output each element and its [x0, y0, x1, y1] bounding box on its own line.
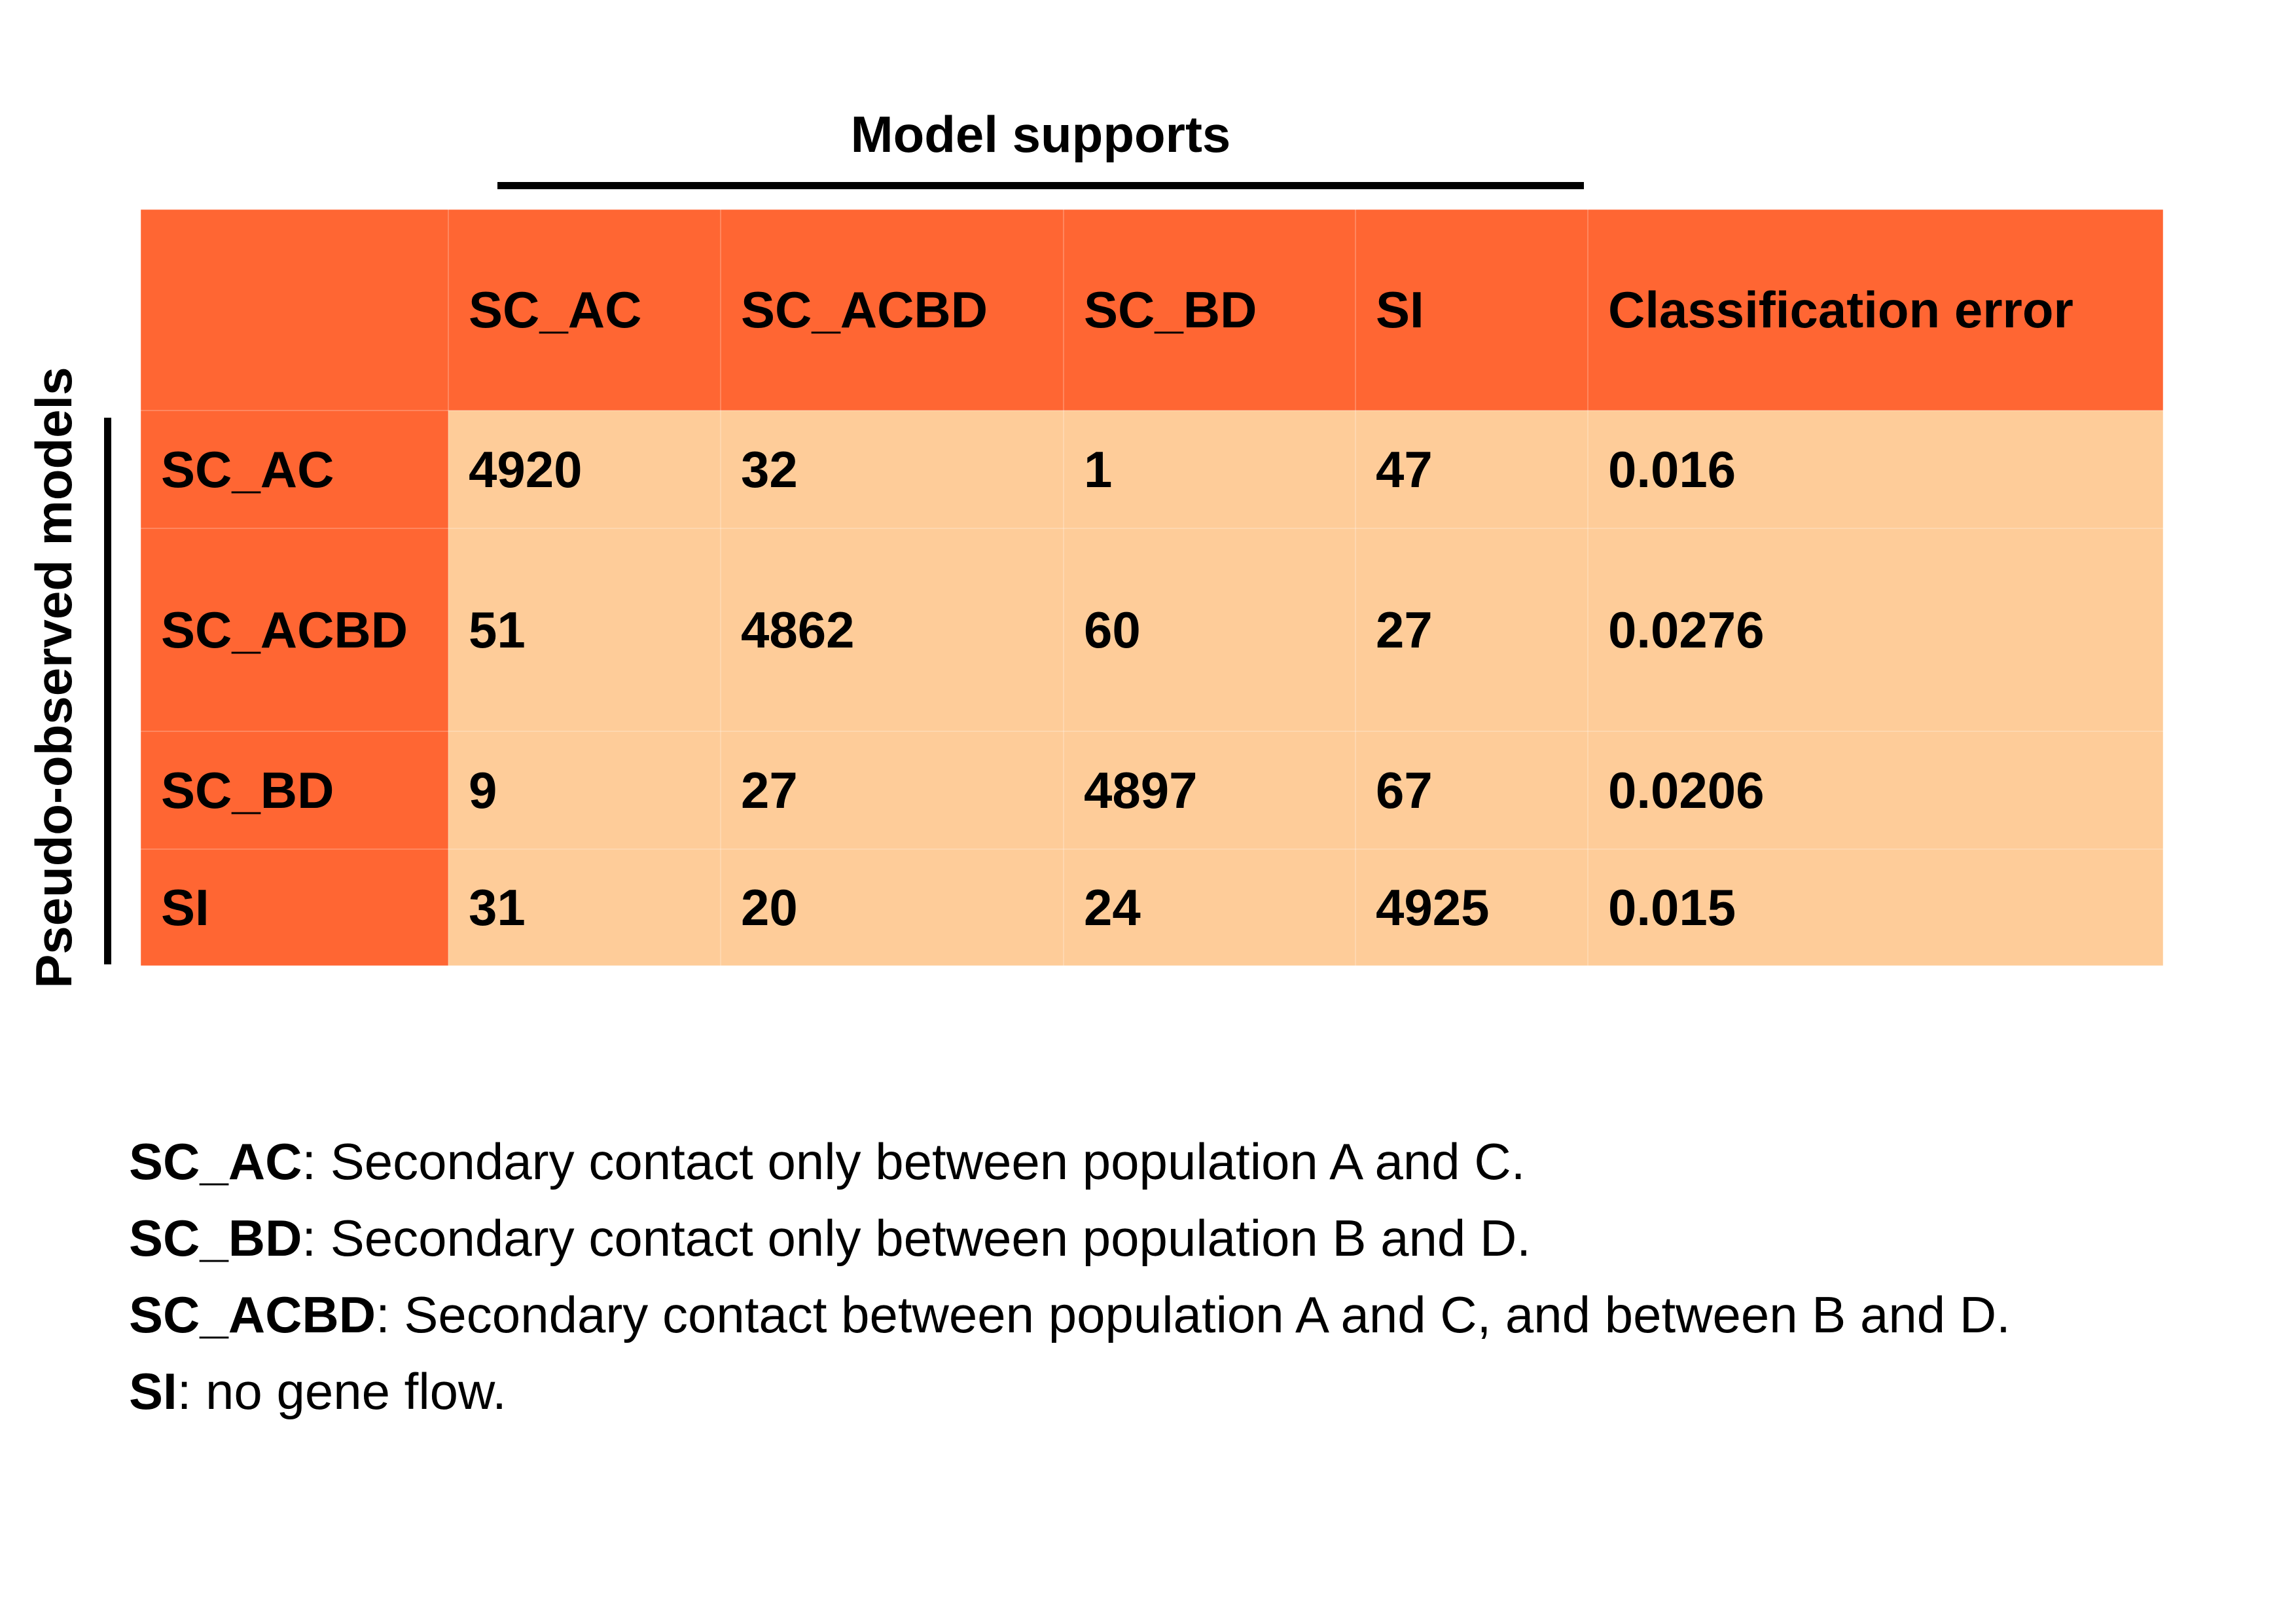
table-cell: 0.016: [1587, 410, 2164, 529]
legend-definition: : Secondary contact between population A…: [376, 1286, 2011, 1343]
header-row: SC_AC SC_ACBD SC_BD SI Classification er…: [140, 209, 2164, 411]
table-cell: 60: [1063, 528, 1356, 732]
table-row: SC_ACBD 51 4862 60 27 0.0276: [140, 528, 2164, 732]
row-group-title: Pseudo-observed models: [25, 367, 82, 989]
table-cell: 67: [1355, 731, 1588, 850]
row-group-rule: [104, 418, 111, 964]
model-legend: SC_AC: Secondary contact only between po…: [129, 1123, 2223, 1430]
legend-item: SI: no gene flow.: [129, 1353, 2223, 1430]
confusion-table: SC_AC SC_ACBD SC_BD SI Classification er…: [140, 209, 2164, 966]
column-group-title: Model supports: [850, 105, 1231, 163]
column-header: Classification error: [1587, 209, 2164, 411]
table-cell: 4925: [1355, 848, 1588, 966]
table-row: SC_BD 9 27 4897 67 0.0206: [140, 731, 2164, 850]
table-row: SI 31 20 24 4925 0.015: [140, 848, 2164, 966]
corner-cell: [140, 209, 449, 411]
table-cell: 31: [448, 848, 721, 966]
column-group-rule: [497, 182, 1584, 189]
legend-term: SC_ACBD: [129, 1286, 376, 1343]
table-cell: 24: [1063, 848, 1356, 966]
table-cell: 20: [720, 848, 1064, 966]
table-cell: 1: [1063, 410, 1356, 529]
table-cell: 4897: [1063, 731, 1356, 850]
row-header: SC_ACBD: [140, 528, 449, 732]
row-header: SI: [140, 848, 449, 966]
table-cell: 4920: [448, 410, 721, 529]
legend-term: SC_BD: [129, 1209, 302, 1267]
table-cell: 51: [448, 528, 721, 732]
column-header: SC_AC: [448, 209, 721, 411]
legend-term: SC_AC: [129, 1133, 302, 1190]
row-header: SC_AC: [140, 410, 449, 529]
column-header: SI: [1355, 209, 1588, 411]
column-header: SC_BD: [1063, 209, 1356, 411]
table-cell: 0.0206: [1587, 731, 2164, 850]
table-cell: 32: [720, 410, 1064, 529]
table-cell: 0.0276: [1587, 528, 2164, 732]
legend-term: SI: [129, 1362, 177, 1420]
row-header: SC_BD: [140, 731, 449, 850]
legend-definition: : no gene flow.: [177, 1362, 507, 1420]
column-header: SC_ACBD: [720, 209, 1064, 411]
table-cell: 27: [720, 731, 1064, 850]
table-cell: 9: [448, 731, 721, 850]
table-cell: 0.015: [1587, 848, 2164, 966]
table-cell: 4862: [720, 528, 1064, 732]
legend-definition: : Secondary contact only between populat…: [302, 1209, 1531, 1267]
table-cell: 27: [1355, 528, 1588, 732]
legend-item: SC_BD: Secondary contact only between po…: [129, 1200, 2223, 1277]
legend-item: SC_ACBD: Secondary contact between popul…: [129, 1277, 2223, 1353]
table-row: SC_AC 4920 32 1 47 0.016: [140, 410, 2164, 529]
legend-item: SC_AC: Secondary contact only between po…: [129, 1123, 2223, 1200]
legend-definition: : Secondary contact only between populat…: [302, 1133, 1526, 1190]
table-cell: 47: [1355, 410, 1588, 529]
